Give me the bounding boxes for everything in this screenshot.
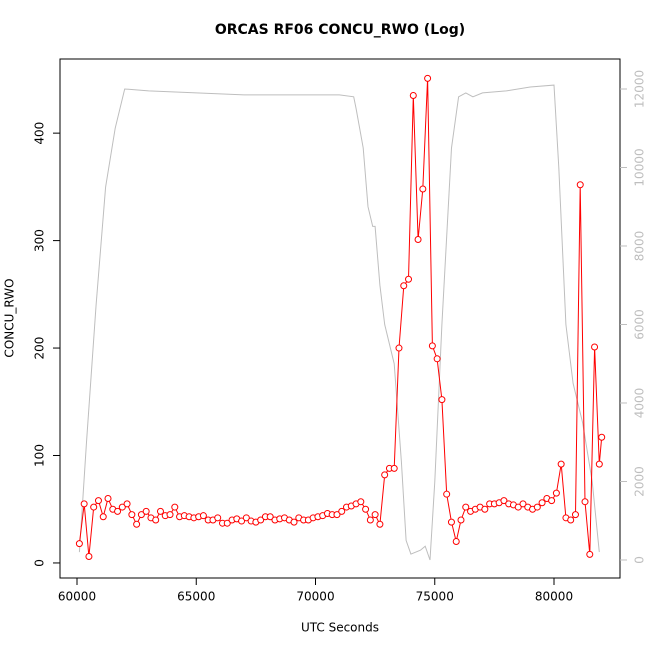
point [156,507,164,515]
y2-tick-label: 4000 [633,388,647,419]
point [199,512,207,520]
point [409,92,417,100]
point [405,275,413,283]
x-axis-label: UTC Seconds [301,621,379,635]
point [75,540,83,548]
y-tick-label: 0 [33,559,47,567]
point [414,236,422,244]
point [428,342,436,350]
point [390,464,398,472]
point [462,503,470,511]
point [591,343,599,351]
y-tick-label: 200 [33,337,47,360]
point [94,497,102,505]
point [104,494,112,502]
point [357,498,365,506]
point [567,516,575,524]
point [419,185,427,193]
point [571,511,579,519]
y2-tick-label: 6000 [633,309,647,340]
point [500,497,508,505]
x-tick-label: 80000 [535,590,573,604]
point [290,518,298,526]
point [90,503,98,511]
point [576,181,584,189]
point [366,516,374,524]
point [586,550,594,558]
point [481,505,489,513]
point [538,499,546,507]
point [438,396,446,404]
point [452,537,460,545]
point [137,511,145,519]
point [214,514,222,522]
point [548,497,556,505]
point [128,511,136,519]
y-tick-label: 300 [33,229,47,252]
point [223,519,231,527]
x-tick-label: 65000 [177,590,215,604]
y-axis-label: CONCU_RWO [3,278,17,357]
plot-frame [59,58,621,579]
point [118,503,126,511]
x-tick-label: 75000 [416,590,454,604]
point [85,553,93,561]
point [123,500,131,508]
point [99,513,107,521]
point [443,490,451,498]
point [514,503,522,511]
point [533,503,541,511]
point [371,511,379,519]
point [552,489,560,497]
series-line [78,84,600,561]
point [447,518,455,526]
point [338,507,346,515]
point [595,460,603,468]
point [598,433,606,441]
point [266,513,274,521]
y2-tick-label: 2000 [633,466,647,497]
point [381,471,389,479]
point [400,282,408,290]
point [242,514,250,522]
point [152,516,160,524]
y-tick-label: 100 [33,444,47,467]
point [557,460,565,468]
point [376,520,384,528]
point [238,517,246,525]
x-tick-label: 70000 [296,590,334,604]
point [519,500,527,508]
point [424,74,432,82]
point [80,500,88,508]
y2-tick-label: 0 [633,556,647,564]
point [171,503,179,511]
point [114,507,122,515]
x-tick-label: 60000 [58,590,96,604]
point [142,507,150,515]
point [166,511,174,519]
point [133,520,141,528]
point [457,516,465,524]
point [433,355,441,363]
point [333,511,341,519]
chart-title: ORCAS RF06 CONCU_RWO (Log) [215,22,465,38]
y2-tick-label: 10000 [633,148,647,186]
y2-tick-label: 8000 [633,231,647,262]
point [581,498,589,506]
y2-tick-label: 12000 [633,70,647,108]
point [362,505,370,513]
y-tick-label: 400 [33,122,47,145]
point [257,516,265,524]
point [395,344,403,352]
